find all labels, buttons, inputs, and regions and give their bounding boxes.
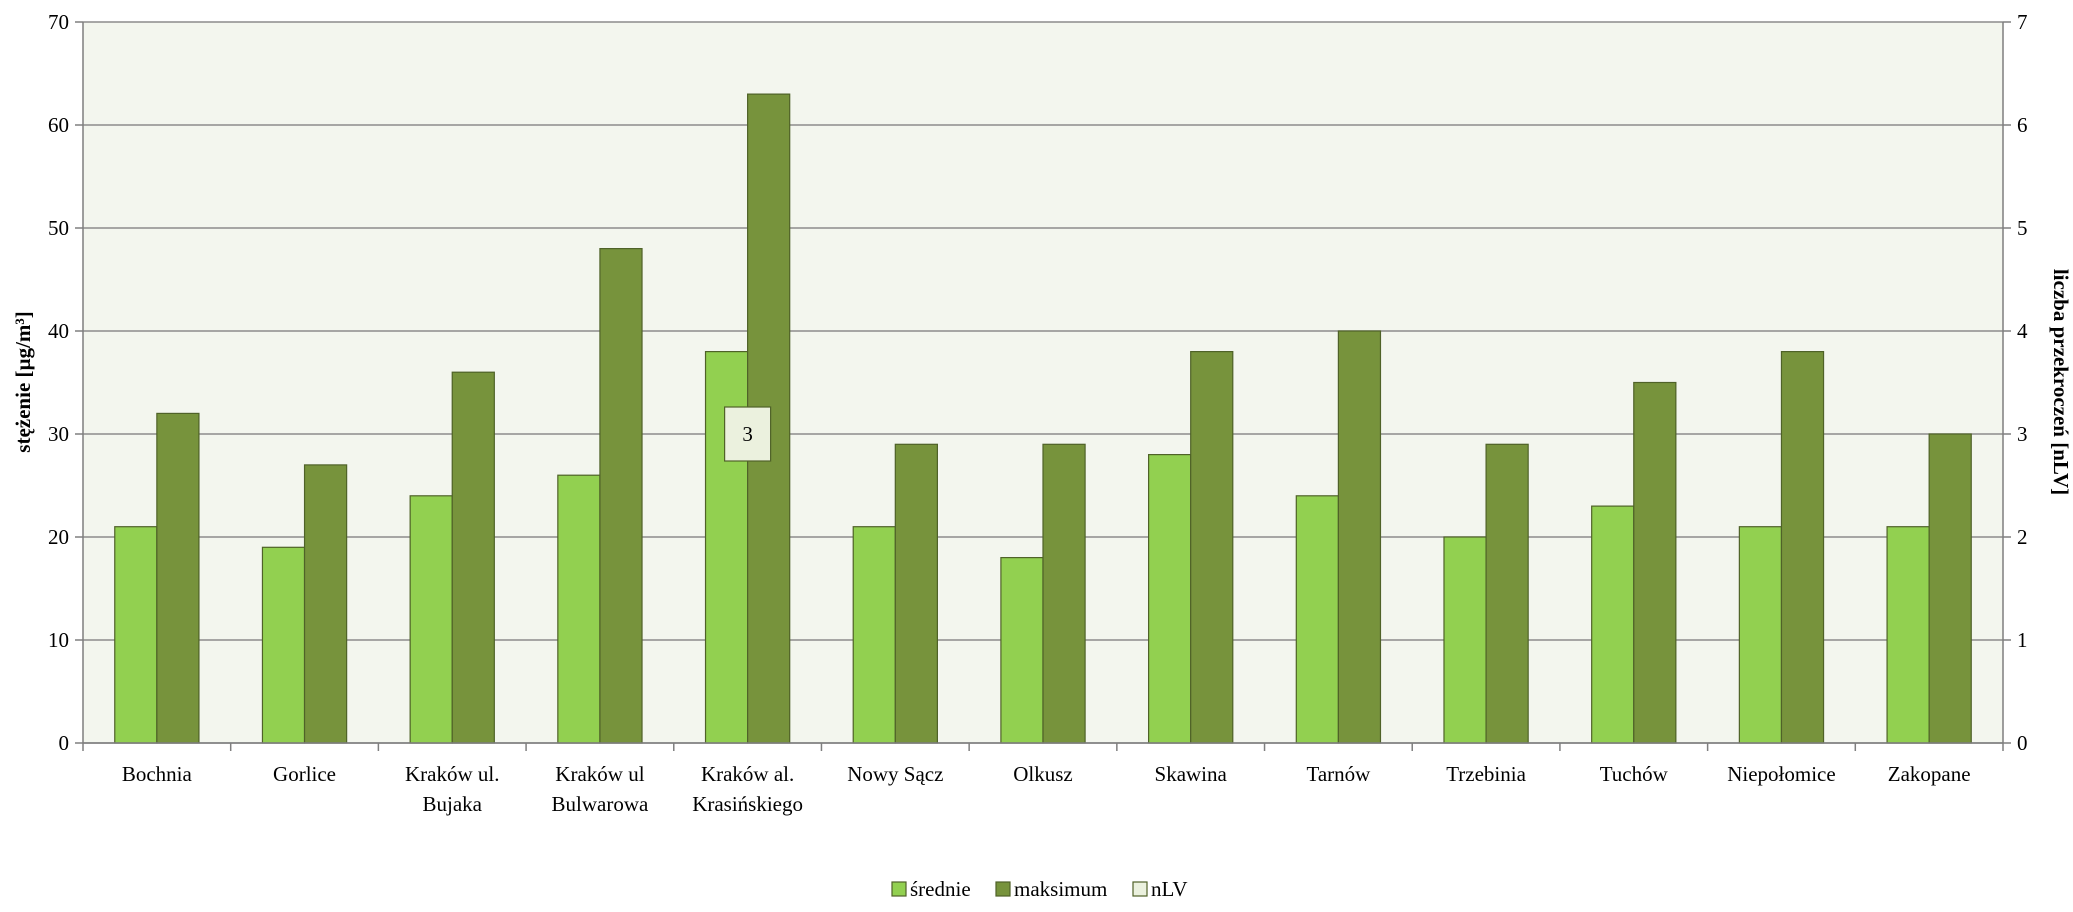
x-category-label: Kraków al.: [701, 762, 794, 786]
bar-srednie: [852, 526, 896, 744]
x-category-label: Skawina: [1155, 762, 1228, 786]
y-tick-label-left: 50: [48, 216, 69, 240]
bars: [114, 93, 1972, 744]
legend-swatch-2: [1132, 881, 1148, 897]
bar-srednie: [1295, 495, 1339, 744]
bar-srednie: [1000, 556, 1044, 744]
legend-swatch-1: [995, 881, 1011, 897]
bar-maksimum: [1190, 351, 1234, 744]
x-category-label: Trzebinia: [1446, 762, 1526, 786]
y-tick-label-right: 2: [2017, 525, 2028, 549]
y-tick-label-right: 3: [2017, 422, 2028, 446]
y-tick-label-right: 4: [2017, 319, 2028, 343]
legend-label-1: maksimum: [1014, 877, 1107, 901]
y-axis-left-ticks: 0 10 20 30 40 50 60 70: [48, 10, 69, 755]
bar-maksimum: [1633, 381, 1677, 744]
bar-srednie: [1886, 526, 1930, 744]
y-tick-label-left: 10: [48, 628, 69, 652]
x-category-label: Tarnów: [1306, 762, 1371, 786]
bar-maksimum: [1337, 330, 1382, 744]
x-category-label: Olkusz: [1013, 762, 1073, 786]
bar-srednie: [261, 546, 306, 744]
x-category-label: Kraków ul: [555, 762, 644, 786]
legend-label-0: średnie: [910, 877, 971, 901]
x-category-label: Tuchów: [1600, 762, 1669, 786]
bar-maksimum: [894, 443, 938, 744]
y-tick-label-right: 0: [2017, 731, 2028, 755]
y-tick-label-left: 20: [48, 525, 69, 549]
x-category-label: Bulwarowa: [552, 792, 649, 816]
bar-maksimum: [1042, 443, 1086, 744]
y-axis-right-title: liczba przekroczeń [nLV]: [2049, 269, 2073, 495]
y-tick-label-left: 60: [48, 113, 69, 137]
bar-srednie: [114, 526, 158, 744]
legend-swatch-0: [891, 881, 907, 897]
y-tick-label-right: 6: [2017, 113, 2028, 137]
bar-srednie: [1147, 454, 1192, 744]
x-category-label: Kraków ul.: [405, 762, 499, 786]
x-category-label: Bujaka: [422, 792, 482, 816]
bar-maksimum: [1928, 433, 1972, 744]
y-axis-right-ticks: 0 1 2 3 4 5 6 7: [2017, 10, 2028, 755]
bar-maksimum: [156, 412, 200, 744]
y-tick-label-right: 5: [2017, 216, 2028, 240]
x-category-label: Krasińskiego: [692, 792, 803, 816]
bar-srednie: [409, 495, 453, 744]
y-tick-label-right: 7: [2017, 10, 2028, 34]
bar-maksimum: [599, 248, 643, 744]
bar-maksimum: [303, 464, 348, 744]
nlv-data-label: 3: [742, 422, 753, 446]
x-category-label: Zakopane: [1888, 762, 1971, 786]
bar-maksimum: [1485, 443, 1529, 744]
data-labels: 3: [724, 406, 772, 462]
y-tick-label-left: 30: [48, 422, 69, 446]
y-tick-label-left: 40: [48, 319, 69, 343]
bar-maksimum: [1780, 351, 1825, 744]
bar-maksimum: [451, 371, 495, 744]
y-tick-label-right: 1: [2017, 628, 2028, 652]
legend-label-2: nLV: [1151, 877, 1188, 901]
x-category-label: Gorlice: [273, 762, 336, 786]
bar-srednie: [1738, 526, 1783, 744]
axes: [75, 21, 2011, 751]
y-tick-label-left: 70: [48, 10, 69, 34]
x-category-label: Bochnia: [122, 762, 193, 786]
y-axis-left-title: stężenie [µg/m³]: [11, 311, 35, 452]
bar-srednie: [1443, 536, 1487, 744]
x-category-label: Nowy Sącz: [847, 762, 943, 786]
nlv-label-box: [724, 406, 772, 462]
x-category-label: Niepołomice: [1727, 762, 1835, 786]
bar-srednie: [557, 474, 601, 744]
bar-srednie: [1591, 505, 1635, 744]
legend: średnie maksimum nLV: [891, 877, 1188, 901]
x-axis-categories: Bochnia Gorlice Kraków ul. Bujaka Kraków ul B…: [122, 762, 1971, 816]
y-tick-label-left: 0: [59, 731, 70, 755]
